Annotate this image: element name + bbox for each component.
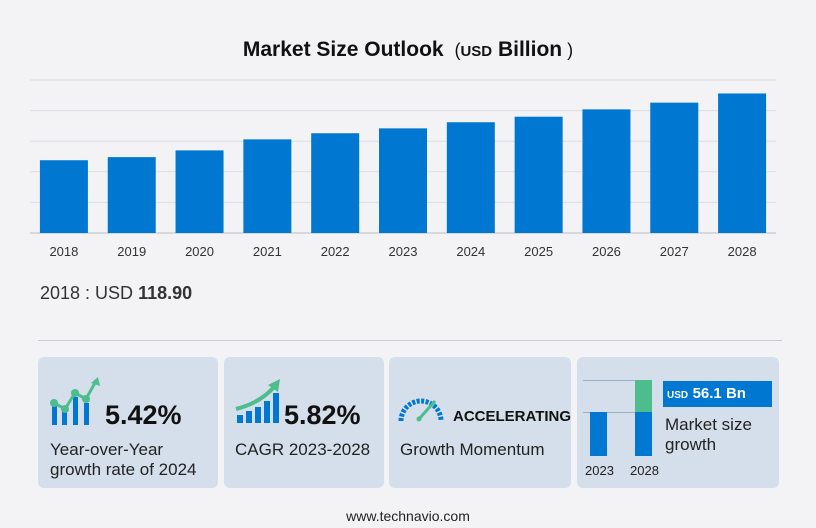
bar-2023 xyxy=(379,128,427,233)
x-tick-label: 2025 xyxy=(524,244,553,259)
growth-value: 56.1 Bn xyxy=(692,385,746,402)
bar-2022 xyxy=(311,133,360,233)
x-tick-label: 2022 xyxy=(321,244,350,259)
growth-badge: USD 56.1 Bn xyxy=(663,381,772,407)
x-tick-label: 2020 xyxy=(185,244,214,259)
x-tick-label: 2021 xyxy=(253,244,282,259)
yoy-label-1: Year-over-Year xyxy=(50,440,164,459)
bar-2024 xyxy=(446,122,495,233)
growth-label-2: growth xyxy=(665,435,717,454)
bar-2019 xyxy=(107,157,156,233)
year-2023-label: 2023 xyxy=(585,463,614,478)
footer-site: www.technavio.com xyxy=(346,508,470,524)
trend-up-icon xyxy=(235,379,280,423)
growth-label-1: Market size xyxy=(665,415,752,434)
speedometer-icon xyxy=(398,398,444,422)
cagr-label: CAGR 2023-2028 xyxy=(235,440,371,459)
cagr-card: 5.82% CAGR 2023-2028 xyxy=(224,357,384,488)
bar-2025 xyxy=(514,116,563,233)
momentum-value: ACCELERATING xyxy=(453,408,572,425)
guide-line-top xyxy=(583,380,635,381)
x-tick-label: 2024 xyxy=(456,244,485,259)
bar-2028-increase xyxy=(635,380,652,412)
yoy-card: 5.42% Year-over-Year growth rate of 2024 xyxy=(38,357,218,488)
yoy-label-2: growth rate of 2024 xyxy=(50,460,197,479)
x-tick-label: 2027 xyxy=(660,244,689,259)
divider xyxy=(38,340,782,341)
momentum-label: Growth Momentum xyxy=(400,440,545,459)
guide-line-mid xyxy=(583,412,635,413)
growth-chart-icon xyxy=(50,377,100,425)
momentum-card: ACCELERATING Growth Momentum xyxy=(389,357,571,488)
title-unit: USD xyxy=(460,43,493,60)
bar-2020 xyxy=(175,150,224,233)
base-value-label: 2018 : USD xyxy=(40,283,134,303)
yoy-value: 5.42% xyxy=(105,400,182,430)
bar-2027 xyxy=(650,102,699,233)
bar-2021 xyxy=(243,139,292,233)
chart-title: Market Size Outlook (USD Billion ) xyxy=(242,38,574,61)
x-tick-label: 2028 xyxy=(728,244,757,259)
cagr-value: 5.82% xyxy=(284,400,361,430)
bar-2018 xyxy=(39,160,88,233)
base-value-number: 118.90 xyxy=(138,283,193,303)
bar-2028-base xyxy=(635,412,652,456)
year-2028-label: 2028 xyxy=(630,463,659,478)
x-tick-label: 2026 xyxy=(592,244,621,259)
growth-card: 2023 2028 USD 56.1 Bn Market size growth xyxy=(577,357,779,488)
bar-2026 xyxy=(582,109,631,233)
bar-2028 xyxy=(718,93,767,234)
bar-chart: 2018 2019 2020 2021 2022 2023 2024 2025 2026 2027… xyxy=(30,79,776,259)
base-value: 2018 : USD 118.90 xyxy=(40,283,192,304)
title-unit-suffix: Billion xyxy=(497,38,563,61)
growth-unit: USD xyxy=(667,390,689,401)
x-tick-label: 2019 xyxy=(117,244,146,259)
title-text: Market Size Outlook xyxy=(242,38,444,61)
bar-2023 xyxy=(590,412,607,456)
x-tick-label: 2018 xyxy=(49,244,78,259)
x-tick-label: 2023 xyxy=(389,244,418,259)
